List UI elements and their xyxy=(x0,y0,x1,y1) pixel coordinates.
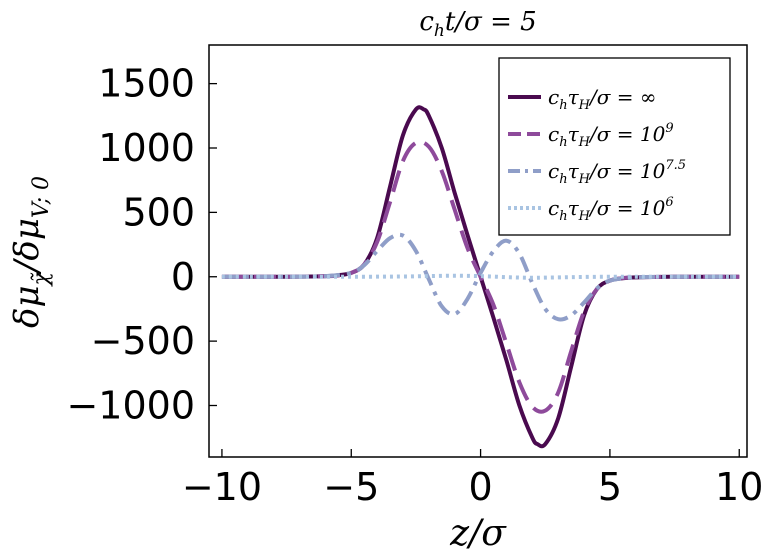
legend-label: chτH/σ = ∞ xyxy=(548,85,657,113)
x-tick-label: 5 xyxy=(598,465,622,509)
x-tick-label: −10 xyxy=(182,465,262,509)
legend-entry: chτH/σ = 107.5 xyxy=(508,158,686,187)
x-ticks: −10 −5 0 5 10 xyxy=(182,449,763,509)
x-axis-label: z/σ xyxy=(449,513,507,554)
y-tick-label: −1000 xyxy=(66,384,195,428)
legend-label: chτH/σ = 107.5 xyxy=(548,158,686,187)
series-layer xyxy=(221,105,740,449)
y-ticks: −1000 −500 0 500 1000 1500 xyxy=(66,62,217,428)
y-tick-label: 500 xyxy=(122,190,195,234)
y-tick-label: 1000 xyxy=(98,126,195,170)
x-tick-label: 0 xyxy=(468,465,492,509)
series-line-4 xyxy=(221,273,740,280)
plot-area xyxy=(208,44,748,458)
series-line-3 xyxy=(221,232,740,322)
legend-label: chτH/σ = 109 xyxy=(548,121,674,150)
legend: chτH/σ = ∞ chτH/σ = 109 chτH/σ = 107.5 chτH… xyxy=(498,57,731,236)
x-tick-label: −5 xyxy=(323,465,379,509)
legend-entry: chτH/σ = 109 xyxy=(508,121,674,150)
legend-entry: chτH/σ = 106 xyxy=(508,195,674,224)
y-axis-label: δμχ̃/δμV; 0 xyxy=(7,176,54,328)
y-tick-label: 1500 xyxy=(98,62,195,106)
legend-box xyxy=(498,57,731,236)
legend-entry: chτH/σ = ∞ xyxy=(508,85,657,113)
y-tick-label: −500 xyxy=(91,319,195,363)
x-tick-label: 10 xyxy=(715,465,763,509)
legend-label: chτH/σ = 106 xyxy=(548,195,674,224)
y-tick-label: 0 xyxy=(171,255,195,299)
chart-title: cht/σ = 5 xyxy=(419,7,536,41)
